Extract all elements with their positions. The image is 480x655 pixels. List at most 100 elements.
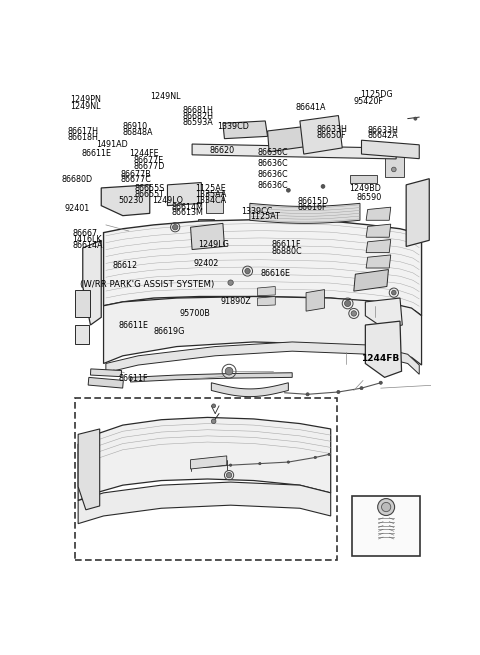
Text: 86633H: 86633H xyxy=(316,124,347,134)
Polygon shape xyxy=(191,223,225,250)
Text: 1339CC: 1339CC xyxy=(241,207,273,215)
Bar xyxy=(75,290,90,317)
Text: 1339CD: 1339CD xyxy=(217,122,249,130)
Circle shape xyxy=(212,404,216,408)
Text: 86611E: 86611E xyxy=(119,321,148,330)
Circle shape xyxy=(229,464,232,466)
Text: 86655S: 86655S xyxy=(134,184,165,193)
Text: 95420F: 95420F xyxy=(354,97,384,106)
Text: 86620: 86620 xyxy=(209,145,234,155)
Text: 1249BD: 1249BD xyxy=(349,184,381,193)
Circle shape xyxy=(259,462,261,465)
Circle shape xyxy=(211,419,216,424)
Circle shape xyxy=(392,290,396,295)
Bar xyxy=(350,175,377,183)
Text: 86590: 86590 xyxy=(357,193,382,202)
Polygon shape xyxy=(223,121,267,139)
Text: 86618H: 86618H xyxy=(68,133,99,142)
Text: 86636C: 86636C xyxy=(258,148,288,157)
Bar xyxy=(352,496,420,556)
Text: 1249NL: 1249NL xyxy=(150,92,180,101)
Text: 1125AT: 1125AT xyxy=(250,212,279,221)
Text: 1249LQ: 1249LQ xyxy=(152,196,183,204)
Polygon shape xyxy=(258,286,275,296)
Text: 92402: 92402 xyxy=(193,259,219,268)
Bar xyxy=(90,369,121,377)
Text: 86910: 86910 xyxy=(122,122,147,131)
Text: 95700B: 95700B xyxy=(180,309,210,318)
Text: 1125AE: 1125AE xyxy=(195,184,226,193)
Text: 86641A: 86641A xyxy=(296,103,326,113)
Circle shape xyxy=(378,498,395,515)
Text: 86616F: 86616F xyxy=(298,203,327,212)
Text: 86848A: 86848A xyxy=(122,128,153,137)
Polygon shape xyxy=(192,144,396,159)
Circle shape xyxy=(227,472,232,478)
Circle shape xyxy=(351,310,357,316)
Text: 86615D: 86615D xyxy=(298,197,329,206)
Text: 86636C: 86636C xyxy=(258,159,288,168)
Polygon shape xyxy=(250,203,360,223)
Text: 86633H: 86633H xyxy=(368,126,399,134)
Circle shape xyxy=(245,269,250,274)
Text: 86612: 86612 xyxy=(113,261,138,270)
Polygon shape xyxy=(306,290,324,311)
Circle shape xyxy=(345,301,351,307)
Polygon shape xyxy=(101,185,150,215)
Circle shape xyxy=(382,502,391,512)
Text: 91890Z: 91890Z xyxy=(220,297,251,305)
Text: 50230: 50230 xyxy=(119,196,144,204)
Bar xyxy=(198,219,214,231)
Polygon shape xyxy=(104,297,421,365)
Polygon shape xyxy=(354,270,388,291)
Circle shape xyxy=(225,367,233,375)
Circle shape xyxy=(328,453,330,455)
Circle shape xyxy=(379,381,382,384)
Polygon shape xyxy=(83,240,101,325)
Polygon shape xyxy=(78,482,331,523)
Polygon shape xyxy=(78,429,100,510)
Circle shape xyxy=(360,386,363,390)
Polygon shape xyxy=(168,183,201,206)
Polygon shape xyxy=(366,207,391,220)
Text: 86642A: 86642A xyxy=(368,131,398,140)
Text: 86667: 86667 xyxy=(72,229,97,238)
Text: 1335AA: 1335AA xyxy=(195,189,227,198)
Bar xyxy=(384,154,404,177)
Polygon shape xyxy=(106,342,419,374)
Text: 1249PN: 1249PN xyxy=(71,95,101,104)
Circle shape xyxy=(228,280,233,286)
Text: 86650F: 86650F xyxy=(316,130,346,140)
Polygon shape xyxy=(104,219,421,316)
Text: 86680D: 86680D xyxy=(62,175,93,184)
Text: 1416LK: 1416LK xyxy=(72,235,102,244)
Text: 86614M: 86614M xyxy=(171,202,203,212)
Text: 86677E: 86677E xyxy=(133,157,164,165)
Polygon shape xyxy=(267,126,308,152)
Text: 1491AD: 1491AD xyxy=(96,140,128,149)
Polygon shape xyxy=(366,240,391,253)
Circle shape xyxy=(337,390,340,394)
Bar xyxy=(88,377,123,388)
Polygon shape xyxy=(300,115,342,154)
Polygon shape xyxy=(366,224,391,237)
Text: 86593A: 86593A xyxy=(182,119,213,128)
Text: 86619G: 86619G xyxy=(154,328,185,336)
Text: 86617H: 86617H xyxy=(68,127,99,136)
Circle shape xyxy=(287,189,290,192)
Text: 86682H: 86682H xyxy=(182,113,214,121)
Circle shape xyxy=(172,225,178,230)
Text: 86611F: 86611F xyxy=(272,240,301,248)
Circle shape xyxy=(314,457,316,458)
Circle shape xyxy=(392,167,396,172)
Polygon shape xyxy=(366,255,391,268)
Text: 86613M: 86613M xyxy=(171,208,203,217)
Bar xyxy=(206,192,223,214)
Text: 1244FE: 1244FE xyxy=(130,149,159,158)
Bar xyxy=(75,325,89,345)
Bar xyxy=(392,305,403,311)
Text: 86636C: 86636C xyxy=(258,181,288,189)
Polygon shape xyxy=(211,383,288,396)
Polygon shape xyxy=(191,456,227,469)
Polygon shape xyxy=(258,297,275,306)
